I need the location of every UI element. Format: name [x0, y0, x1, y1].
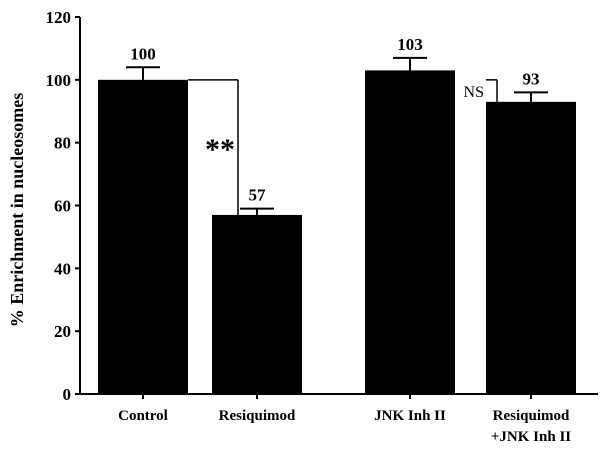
ns-marker: NS	[464, 84, 484, 101]
significance-marker: **	[205, 133, 235, 166]
x-tick-label: Resiquimod	[493, 408, 570, 424]
data-label: 57	[249, 186, 267, 205]
bar	[486, 101, 576, 394]
y-tick-label: 20	[54, 322, 71, 341]
bar	[365, 70, 455, 395]
data-label: 93	[523, 69, 540, 88]
x-tick-label: +JNK Inh II	[491, 429, 571, 445]
y-tick-label: 100	[46, 71, 72, 90]
y-tick-label: 0	[63, 385, 72, 404]
y-tick-label: 40	[54, 259, 71, 278]
data-label: 100	[130, 44, 156, 63]
bar	[98, 79, 188, 394]
x-tick-label: JNK Inh II	[374, 408, 446, 424]
y-tick-label: 120	[46, 8, 72, 27]
y-tick-label: 60	[54, 197, 71, 216]
x-tick-label: Control	[118, 408, 168, 424]
y-axis-label: % Enrichment in nucleosomes	[7, 93, 27, 328]
x-tick-label: Resiquimod	[219, 408, 296, 424]
y-tick-label: 80	[54, 134, 71, 153]
data-label: 103	[397, 35, 423, 54]
bar	[212, 214, 302, 394]
